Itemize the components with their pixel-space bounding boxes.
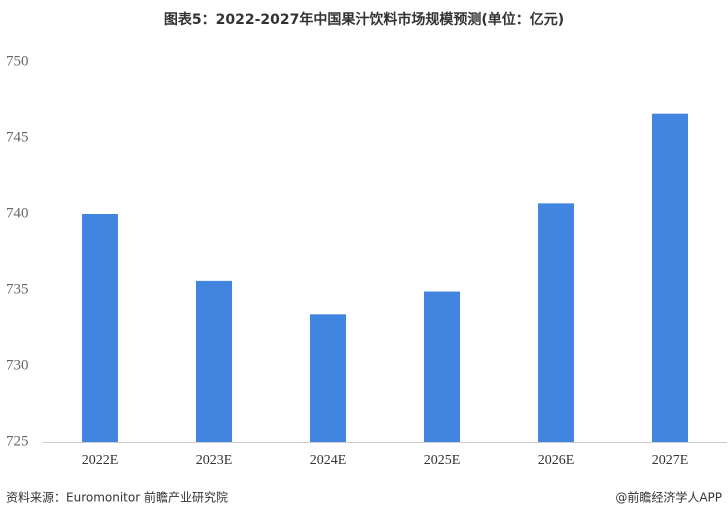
x-tick-label: 2022E	[82, 453, 119, 468]
x-tick-label: 2023E	[196, 453, 233, 468]
chart-title: 图表5：2022-2027年中国果汁饮料市场规模预测(单位：亿元)	[164, 11, 564, 28]
x-tick-label: 2025E	[424, 453, 461, 468]
bar	[424, 291, 460, 442]
bar	[538, 203, 574, 442]
y-tick-label: 730	[6, 357, 29, 373]
y-tick-label: 735	[6, 281, 29, 297]
y-tick-label: 750	[6, 53, 29, 69]
source-note: 资料来源：Euromonitor 前瞻产业研究院	[6, 490, 228, 505]
x-tick-label: 2024E	[310, 453, 347, 468]
bar	[82, 214, 118, 442]
x-tick-label: 2026E	[538, 453, 575, 468]
y-tick-label: 745	[6, 129, 29, 145]
credit: @前瞻经济学人APP	[615, 490, 722, 505]
y-tick-label: 740	[6, 205, 29, 221]
bar	[310, 314, 346, 442]
bar	[196, 280, 232, 442]
y-tick-label: 725	[6, 433, 29, 449]
bar	[652, 113, 688, 443]
x-tick-label: 2027E	[652, 453, 689, 468]
